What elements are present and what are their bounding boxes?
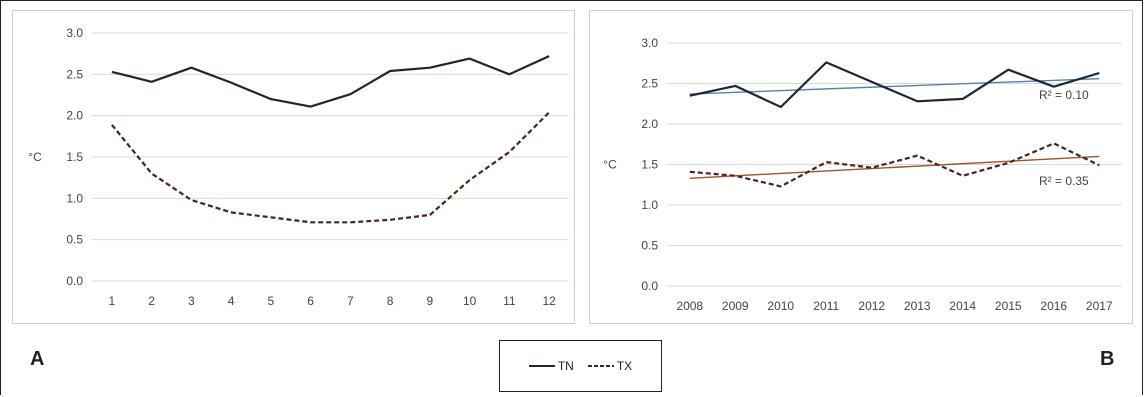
x-tick-label: 2010 (767, 299, 794, 313)
y-tick-label: 1.5 (641, 158, 658, 172)
y-axis-label: °C (28, 150, 42, 164)
x-tick-label: 12 (542, 294, 556, 308)
series-line-tx (111, 111, 550, 224)
trendline-tx (689, 155, 1100, 179)
trendline-label: R² = 0.35 (1039, 174, 1089, 188)
x-tick-label: 5 (268, 294, 275, 308)
x-tick-label: 9 (427, 294, 434, 308)
y-tick-label: 0.5 (66, 233, 83, 247)
chart-panel-b: 0.0 0.5 1.0 1.5 2.0 2.5 3.0 2008 2009 2010 2011 201… (589, 10, 1133, 324)
y-tick-label: 1.0 (66, 191, 83, 205)
x-tick-label: 6 (307, 294, 314, 308)
x-tick-label: 2 (148, 294, 155, 308)
y-tick-label: 2.0 (66, 109, 83, 123)
x-tick-label: 3 (188, 294, 195, 308)
x-tick-label: 2009 (722, 299, 749, 313)
x-tick-label: 2017 (1086, 299, 1113, 313)
legend-swatch-dashed (587, 365, 614, 367)
y-tick-label: 2.5 (66, 67, 83, 81)
x-tick-label: 2008 (676, 299, 703, 313)
legend: TN TX (499, 340, 662, 392)
x-tick-label: 8 (387, 294, 394, 308)
chart-a-svg: 0.00.51.01.52.02.53.01 2 3 4 5 6 7 8 9 10 11 12°C (28, 26, 569, 308)
x-tick-label: 10 (463, 294, 477, 308)
y-tick-label: 0.0 (66, 274, 83, 288)
x-tick-label: 2013 (904, 299, 931, 313)
trendline-tn (689, 77, 1100, 95)
x-tick-label: 11 (503, 294, 516, 308)
legend-label-tn: TN (557, 359, 574, 373)
x-tick-label: 2012 (858, 299, 885, 313)
x-tick-label: 7 (347, 294, 354, 308)
chart-b-svg: 0.0 0.5 1.0 1.5 2.0 2.5 3.0 2008 2009 2010 2011 201… (603, 36, 1122, 313)
y-tick-label: 1.0 (641, 198, 658, 212)
x-tick-label: 2016 (1040, 299, 1067, 313)
legend-label-tx: TX (616, 359, 633, 373)
y-tick-label: 0.0 (641, 279, 658, 293)
legend-swatch-solid (528, 365, 555, 367)
x-tick-label: 1 (109, 294, 116, 308)
panel-label-b: B (1100, 348, 1115, 370)
y-tick-label: 0.5 (641, 239, 658, 253)
x-tick-label: 2014 (949, 299, 976, 313)
y-tick-label: 2.5 (641, 77, 658, 91)
panel-label-a: A (30, 348, 45, 370)
x-tick-label: 2011 (813, 299, 839, 313)
legend-item-tx: TX (587, 359, 633, 373)
chart-panel-a: 0.0 0.5 1.0 1.5 2.0 2.5 3.0 1 2 3 4 5 6 7 8 9 10 11 12 °C (12, 10, 575, 324)
y-tick-label: 2.0 (641, 117, 658, 131)
trendline-label: R² = 0.10 (1039, 88, 1089, 102)
y-axis-label: °C (603, 158, 617, 172)
x-tick-label: 2015 (995, 299, 1022, 313)
y-tick-label: 3.0 (641, 36, 658, 50)
y-tick-label: 1.5 (66, 150, 83, 164)
legend-item-tn: TN (528, 359, 574, 373)
x-tick-label: 4 (228, 294, 235, 308)
y-tick-label: 3.0 (66, 26, 83, 40)
series-line-tn (111, 55, 550, 108)
series-line-tn (689, 61, 1100, 109)
